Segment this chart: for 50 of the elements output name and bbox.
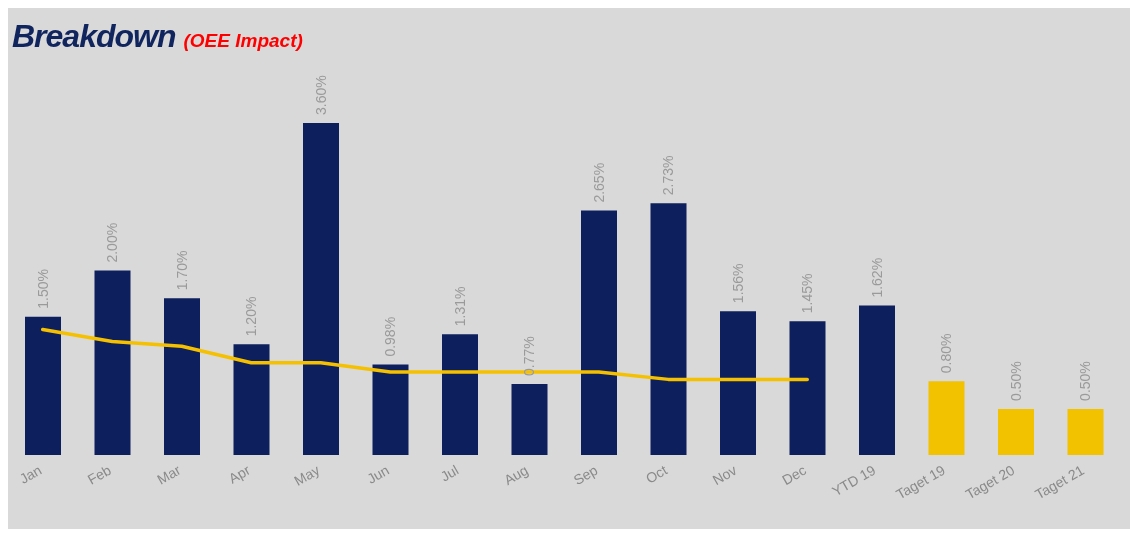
bar [859, 305, 895, 455]
bar [998, 408, 1034, 455]
bar [789, 321, 826, 455]
x-tick-label: Jun [364, 461, 392, 487]
data-label: 2.73% [660, 155, 677, 196]
x-tick-label: May [291, 461, 323, 489]
data-label: 1.31% [452, 286, 468, 327]
data-label: 1.45% [799, 273, 816, 314]
bar [233, 344, 270, 455]
bar [25, 316, 61, 455]
data-label: 1.50% [35, 268, 51, 309]
data-label: 0.50% [1077, 361, 1094, 401]
data-label: 2.00% [104, 222, 121, 263]
bar [164, 298, 200, 455]
data-label: 1.70% [174, 250, 190, 291]
bar [650, 203, 687, 455]
data-label: 1.62% [869, 257, 885, 298]
x-tick-label: YTD 19 [829, 461, 879, 500]
x-tick-label: Dec [779, 461, 809, 489]
x-tick-label: Oct [642, 461, 670, 487]
x-tick-label: Nov [709, 461, 740, 489]
data-label: 2.65% [591, 162, 607, 203]
x-tick-label: Jan [16, 461, 45, 487]
x-tick-label: Sep [570, 461, 601, 489]
x-tick-label: Feb [84, 461, 114, 488]
data-label: 1.20% [243, 296, 260, 337]
bar [303, 123, 339, 455]
chart-title: Breakdown [12, 18, 176, 55]
x-tick-label: Jul [437, 461, 462, 485]
x-tick-label: Mar [154, 461, 184, 488]
bar [581, 210, 617, 455]
x-tick-label: Taget 19 [893, 461, 948, 503]
data-label: 3.60% [313, 75, 329, 115]
x-tick-label: Aug [501, 461, 531, 489]
data-label: 0.50% [1008, 361, 1024, 401]
x-tick-label: Taget 21 [1032, 461, 1087, 503]
bar [1067, 408, 1104, 455]
bar [94, 270, 131, 455]
bar [720, 311, 756, 455]
data-label: 0.77% [521, 336, 538, 376]
bar [928, 381, 965, 455]
bar [442, 334, 478, 455]
x-tick-label: Apr [225, 461, 254, 487]
bar [372, 364, 409, 455]
bar [511, 383, 548, 455]
data-label: 0.98% [382, 316, 399, 357]
x-tick-label: Taget 20 [962, 461, 1018, 503]
chart-subtitle: (OEE Impact) [183, 30, 303, 52]
data-label: 1.56% [730, 263, 746, 304]
data-label: 0.80% [938, 333, 955, 374]
